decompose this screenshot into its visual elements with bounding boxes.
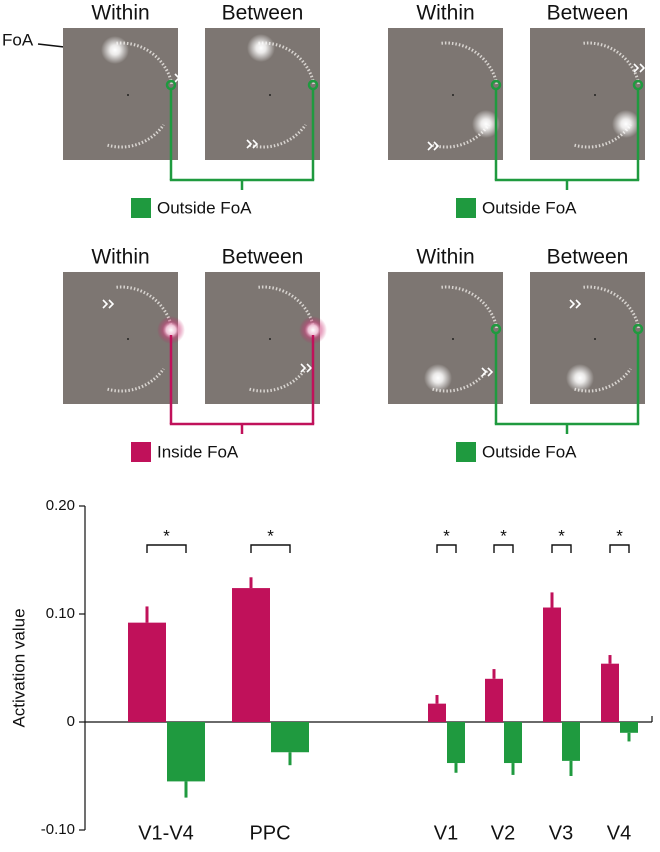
- significance-star: *: [500, 526, 507, 545]
- y-tick-label: 0.20: [46, 497, 75, 514]
- x-tick-label: V2: [491, 822, 515, 844]
- dotted-arc: [583, 285, 641, 329]
- dotted-arc: [574, 367, 632, 393]
- attention-spot: [299, 316, 327, 344]
- bar: [601, 663, 619, 722]
- legend-swatch: [131, 198, 151, 218]
- y-tick-label: 0.10: [46, 605, 75, 622]
- panel-title: Within: [416, 246, 474, 269]
- x-tick-label: V3: [549, 822, 573, 844]
- significance-star: *: [616, 526, 623, 545]
- legend-label: Outside FoA: [482, 198, 577, 217]
- significance-star: *: [267, 526, 274, 545]
- legend-label: Outside FoA: [157, 198, 252, 217]
- bar: [232, 588, 270, 722]
- dotted-arc: [107, 367, 165, 393]
- bar: [485, 678, 503, 722]
- motion-chevron: [427, 141, 440, 151]
- motion-chevron: [300, 363, 313, 373]
- legend-swatch: [456, 442, 476, 462]
- legend-label: Inside FoA: [157, 442, 239, 461]
- dotted-arc: [441, 41, 499, 85]
- fixation-dot: [594, 338, 596, 340]
- panel-title: Within: [416, 2, 474, 25]
- significance-bracket: [250, 544, 291, 553]
- foa-label: FoA: [2, 30, 34, 49]
- attention-spot: [157, 316, 185, 344]
- dotted-arc: [441, 285, 499, 329]
- significance-bracket: [146, 544, 187, 553]
- panel-title: Between: [547, 246, 629, 269]
- bar: [504, 722, 522, 764]
- motion-chevron: [246, 139, 259, 149]
- fixation-dot: [594, 94, 596, 96]
- significance-star: *: [163, 526, 170, 545]
- motion-chevron: [102, 299, 115, 309]
- motion-chevron: [178, 81, 191, 91]
- motion-chevron: [174, 73, 187, 83]
- stimulus-square: [205, 272, 320, 404]
- significance-bracket: [436, 544, 457, 553]
- fixation-dot: [269, 338, 271, 340]
- attention-spot: [101, 36, 129, 64]
- panel-title: Within: [91, 2, 149, 25]
- significance-star: *: [558, 526, 565, 545]
- fixation-dot: [452, 338, 454, 340]
- attention-spot: [612, 110, 640, 138]
- significance-star: *: [443, 526, 450, 545]
- legend-swatch: [456, 198, 476, 218]
- legend-swatch: [131, 442, 151, 462]
- stimulus-square: [530, 28, 645, 160]
- dotted-arc: [249, 123, 307, 149]
- attention-spot: [247, 34, 275, 62]
- fixation-dot: [127, 338, 129, 340]
- bar: [271, 722, 309, 753]
- motion-chevron: [481, 367, 494, 377]
- panel-title: Between: [547, 2, 629, 25]
- stimulus-square: [388, 28, 503, 160]
- dotted-arc: [258, 41, 316, 85]
- bar: [562, 722, 580, 761]
- stimulus-square: [63, 272, 178, 404]
- y-tick-label: -0.10: [41, 821, 75, 838]
- legend-label: Outside FoA: [482, 442, 577, 461]
- y-axis-label: Activation value: [9, 608, 28, 727]
- x-tick-label: V4: [607, 822, 631, 844]
- fixation-dot: [127, 94, 129, 96]
- significance-bracket: [493, 544, 514, 553]
- motion-chevron: [633, 63, 646, 73]
- attention-spot: [566, 364, 594, 392]
- dotted-arc: [107, 123, 165, 149]
- dotted-arc: [583, 41, 641, 85]
- panel-title: Between: [222, 2, 304, 25]
- dotted-arc: [116, 41, 174, 85]
- motion-chevron: [569, 299, 582, 309]
- significance-bracket: [551, 544, 572, 553]
- attention-spot: [424, 364, 452, 392]
- significance-bracket: [609, 544, 630, 553]
- fixation-dot: [452, 94, 454, 96]
- dotted-arc: [249, 367, 307, 393]
- bar: [128, 622, 166, 722]
- x-tick-label: V1-V4: [138, 822, 194, 844]
- bar: [543, 607, 561, 722]
- x-tick-label: V1: [434, 822, 458, 844]
- panel-title: Between: [222, 246, 304, 269]
- attention-spot: [472, 110, 500, 138]
- fixation-dot: [269, 94, 271, 96]
- panel-title: Within: [91, 246, 149, 269]
- y-tick-label: 0: [67, 713, 75, 730]
- x-tick-label: PPC: [249, 822, 290, 844]
- bar: [428, 703, 446, 722]
- bar: [167, 722, 205, 782]
- bar: [447, 722, 465, 764]
- bar: [620, 722, 638, 733]
